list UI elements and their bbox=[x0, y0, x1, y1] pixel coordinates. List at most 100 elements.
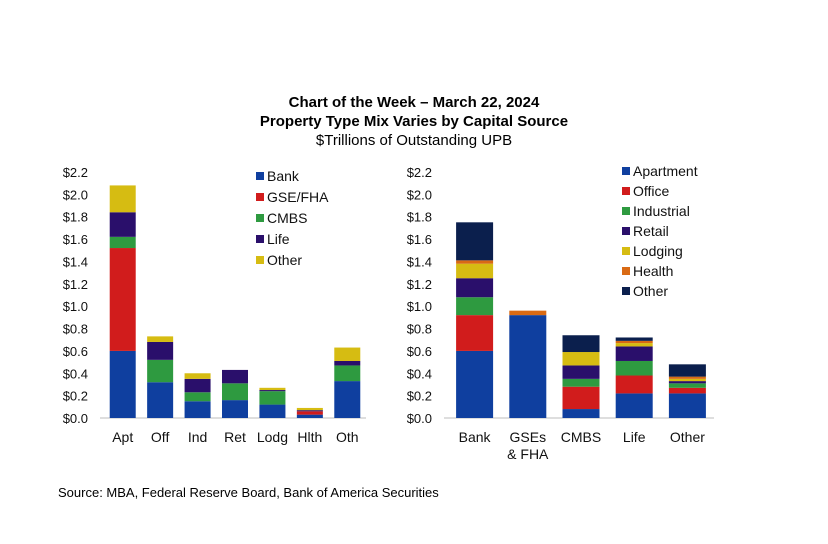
y-tick-label: $0.6 bbox=[63, 344, 88, 359]
bar-bank-other bbox=[456, 222, 494, 261]
bar-oth-cmbs bbox=[334, 365, 361, 382]
y-tick-label: $0.2 bbox=[407, 389, 432, 404]
bar-lodg-cmbs bbox=[259, 391, 286, 405]
chart-by-capital-source: $0.0 $0.2 $0.4 $0.6 $0.8 $1.0 $1.2 $1.4 $1.6 $1.8… bbox=[407, 163, 714, 462]
bar-hlth-life bbox=[296, 410, 323, 412]
y-tick-label: $1.4 bbox=[407, 254, 432, 269]
x-tick-label: Bank bbox=[459, 429, 492, 445]
legend-swatch-bank bbox=[256, 172, 264, 180]
legend-swatch-other bbox=[256, 256, 264, 264]
bar-life-office bbox=[615, 375, 653, 394]
legend-label-other: Other bbox=[267, 252, 302, 268]
y-tick-label: $2.2 bbox=[63, 165, 88, 180]
bar-bank-apartment bbox=[456, 350, 494, 418]
x-tick-label: Ind bbox=[188, 429, 207, 445]
bar-gses-fha-apartment bbox=[509, 315, 547, 418]
legend-label-office: Office bbox=[633, 183, 670, 199]
bar-cmbs-apartment bbox=[562, 409, 600, 418]
bar-life-other bbox=[615, 337, 653, 341]
bar-cmbs-retail bbox=[562, 365, 600, 379]
bar-ind-bank bbox=[184, 401, 211, 418]
legend-label-lodging: Lodging bbox=[633, 243, 683, 259]
bar-off-cmbs bbox=[147, 359, 174, 383]
bar-off-other bbox=[147, 336, 174, 342]
x-tick-label-line: GSEs bbox=[510, 429, 547, 445]
y-tick-label: $1.8 bbox=[407, 210, 432, 225]
bar-ret-life bbox=[222, 369, 248, 384]
x-tick-label-line: Ind bbox=[188, 429, 207, 445]
x-tick-label-line: Life bbox=[623, 429, 646, 445]
y-tick-label: $2.2 bbox=[407, 165, 432, 180]
legend-label-other: Other bbox=[633, 283, 668, 299]
x-tick-label: Other bbox=[670, 429, 705, 445]
bar-hlth-other bbox=[296, 407, 323, 411]
bar-life-retail bbox=[615, 346, 653, 361]
legend-label-industrial: Industrial bbox=[633, 203, 690, 219]
legend-label-cmbs: CMBS bbox=[267, 210, 307, 226]
legend-label-apartment: Apartment bbox=[633, 163, 698, 179]
bar-lodg-life bbox=[259, 390, 286, 392]
x-tick-label: Lodg bbox=[257, 429, 288, 445]
x-tick-label-line: Lodg bbox=[257, 429, 288, 445]
bar-oth-bank bbox=[334, 381, 361, 418]
bar-apt-cmbs bbox=[109, 236, 136, 249]
chart-units: $Trillions of Outstanding UPB bbox=[315, 132, 513, 149]
y-tick-label: $1.0 bbox=[63, 299, 88, 314]
bar-ind-life bbox=[184, 378, 211, 393]
bar-bank-lodging bbox=[456, 263, 494, 279]
y-tick-label: $1.4 bbox=[63, 254, 88, 269]
x-tick-label-line: Oth bbox=[336, 429, 359, 445]
x-tick-label-line: Off bbox=[151, 429, 170, 445]
bar-oth-life bbox=[334, 360, 361, 366]
bar-life-health bbox=[615, 340, 653, 344]
y-tick-label: $1.6 bbox=[407, 232, 432, 247]
bar-apt-bank bbox=[109, 350, 136, 418]
bar-oth-other bbox=[334, 347, 361, 361]
bar-hlth-bank bbox=[296, 414, 323, 418]
bar-ind-cmbs bbox=[184, 392, 211, 402]
x-tick-label: Life bbox=[623, 429, 646, 445]
bar-bank-retail bbox=[456, 278, 494, 298]
y-tick-label: $0.8 bbox=[407, 322, 432, 337]
legend-swatch-lodging bbox=[622, 247, 630, 255]
x-tick-label-line: Hlth bbox=[297, 429, 322, 445]
x-tick-label-line: Ret bbox=[224, 429, 246, 445]
legend-swatch-other bbox=[622, 287, 630, 295]
x-tick-label: CMBS bbox=[561, 429, 601, 445]
bar-hlth-gse-fha bbox=[296, 411, 323, 415]
bar-cmbs-industrial bbox=[562, 378, 600, 387]
bar-gses-fha-health bbox=[509, 310, 547, 316]
legend-swatch-retail bbox=[622, 227, 630, 235]
legend-label-bank: Bank bbox=[267, 168, 300, 184]
chart-by-property-type: $0.0 $0.2 $0.4 $0.6 $0.8 $1.0 $1.2 $1.4 $1.6 $1.8… bbox=[63, 165, 366, 445]
bar-other-lodging bbox=[668, 378, 706, 382]
bar-off-bank bbox=[147, 382, 174, 418]
y-tick-label: $0.0 bbox=[407, 411, 432, 426]
legend-label-health: Health bbox=[633, 263, 673, 279]
y-tick-label: $0.6 bbox=[407, 344, 432, 359]
bar-other-apartment bbox=[668, 393, 706, 418]
x-tick-label-line: Apt bbox=[112, 429, 133, 445]
legend-swatch-apartment bbox=[622, 167, 630, 175]
y-tick-label: $1.2 bbox=[63, 277, 88, 292]
source-note: Source: MBA, Federal Reserve Board, Bank… bbox=[58, 485, 439, 500]
chart-title: Chart of the Week – March 22, 2024 bbox=[288, 94, 540, 111]
bar-life-apartment bbox=[615, 393, 653, 418]
bar-off-life bbox=[147, 341, 174, 360]
y-tick-label: $2.0 bbox=[63, 187, 88, 202]
x-tick-label: GSEs & FHA bbox=[507, 429, 549, 462]
bar-ret-bank bbox=[222, 400, 248, 418]
y-tick-label: $1.8 bbox=[63, 210, 88, 225]
bar-bank-industrial bbox=[456, 297, 494, 316]
y-tick-label: $1.6 bbox=[63, 232, 88, 247]
x-tick-label-line: & FHA bbox=[507, 446, 549, 462]
bar-bank-health bbox=[456, 260, 494, 264]
bar-ind-other bbox=[184, 373, 211, 379]
x-tick-label: Apt bbox=[112, 429, 133, 445]
y-tick-label: $1.2 bbox=[407, 277, 432, 292]
bar-other-retail bbox=[668, 381, 706, 384]
x-tick-label-line: Bank bbox=[459, 429, 492, 445]
x-tick-label: Hlth bbox=[297, 429, 322, 445]
bar-ret-cmbs bbox=[222, 383, 248, 401]
